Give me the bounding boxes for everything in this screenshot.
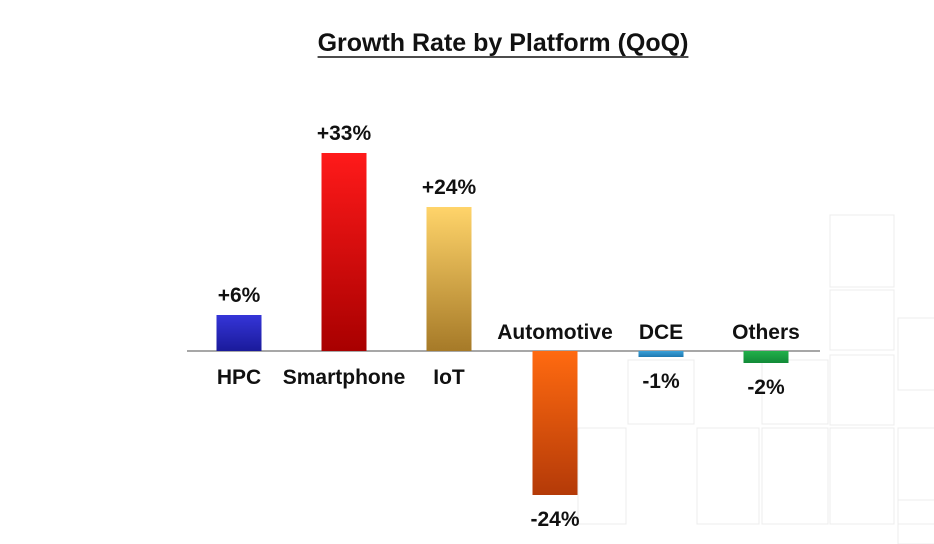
bars-group: +6% HPC +33% Smartphone +24% IoT -24% Automotiv… xyxy=(216,122,800,531)
category-label-dce: DCE xyxy=(639,321,683,344)
value-label-iot: +24% xyxy=(422,176,477,199)
bar-dce xyxy=(638,351,684,357)
chart-title: Growth Rate by Platform (QoQ) xyxy=(318,29,689,57)
background-decoration xyxy=(577,214,934,544)
bar-automotive xyxy=(532,351,578,495)
category-label-smartphone: Smartphone xyxy=(283,366,406,389)
value-label-others: -2% xyxy=(747,376,785,399)
bar-smartphone xyxy=(321,153,367,351)
bar-iot xyxy=(426,207,472,351)
value-label-dce: -1% xyxy=(642,370,680,393)
value-label-automotive: -24% xyxy=(530,508,579,531)
category-label-others: Others xyxy=(732,321,800,344)
bar-hpc xyxy=(216,315,262,351)
category-label-iot: IoT xyxy=(433,366,465,389)
bar-others xyxy=(743,351,789,363)
category-label-automotive: Automotive xyxy=(497,321,613,344)
category-label-hpc: HPC xyxy=(217,366,261,389)
value-label-hpc: +6% xyxy=(218,284,261,307)
value-label-smartphone: +33% xyxy=(317,122,372,145)
